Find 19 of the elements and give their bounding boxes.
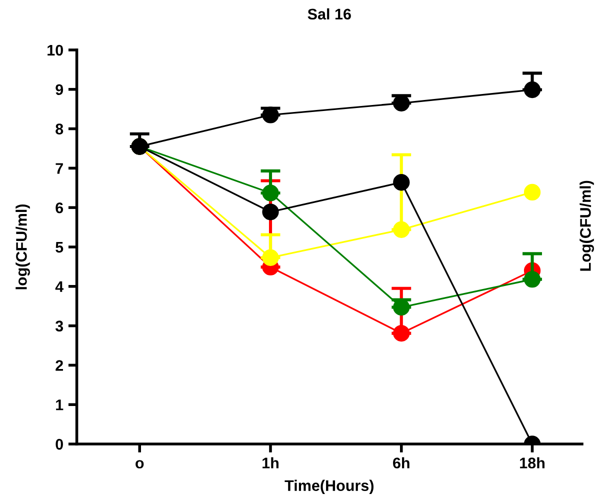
y-tick-label: 8: [56, 124, 64, 134]
x-tick-label: 18h: [520, 457, 544, 468]
y-tick-label: 0: [56, 438, 63, 450]
y-axis-title: log(CFU/ml): [16, 204, 30, 290]
x-axis-title: Time(Hours): [284, 480, 374, 494]
y-tick-label: 6: [56, 202, 64, 214]
x-tick-label: 1h: [262, 457, 278, 468]
y-tick-label: 10: [48, 44, 63, 56]
y2-axis-title: Log(CFU/ml): [580, 180, 594, 271]
y-tick-label: 1: [56, 400, 64, 410]
y-tick-label: 2: [56, 360, 63, 371]
y-tick-label: 9: [56, 84, 64, 96]
y-tick-label: 3: [55, 320, 64, 332]
y-tick-label: 5: [56, 242, 64, 253]
y-tick-label: 4: [55, 281, 64, 292]
y-tick-label: 7: [56, 163, 63, 174]
x-tick-label: 6h: [393, 457, 410, 468]
chart-title: Sal 16: [308, 8, 351, 20]
x-tick-label: o: [136, 460, 144, 468]
